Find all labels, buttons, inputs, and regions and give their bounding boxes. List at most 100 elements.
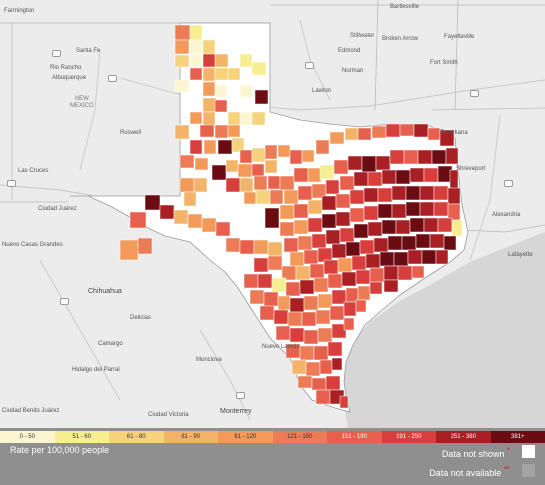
county-shape[interactable]: [397, 265, 413, 281]
county-shape[interactable]: [321, 195, 337, 211]
county-shape[interactable]: [277, 295, 291, 311]
county-shape[interactable]: [264, 159, 278, 174]
county-shape[interactable]: [419, 185, 435, 201]
county-shape[interactable]: [353, 223, 369, 239]
county-shape[interactable]: [327, 273, 343, 289]
county-shape[interactable]: [269, 189, 284, 205]
county-shape[interactable]: [202, 81, 216, 97]
county-shape[interactable]: [251, 111, 266, 126]
choropleth-map[interactable]: [0, 0, 545, 428]
county-shape[interactable]: [391, 185, 407, 201]
county-shape[interactable]: [231, 137, 245, 153]
county-shape[interactable]: [251, 61, 267, 76]
county-shape[interactable]: [307, 199, 323, 215]
county-shape[interactable]: [331, 323, 347, 339]
county-shape[interactable]: [243, 273, 259, 289]
county-shape[interactable]: [399, 123, 415, 137]
county-shape[interactable]: [189, 54, 203, 68]
county-shape[interactable]: [271, 277, 287, 293]
county-shape[interactable]: [433, 201, 449, 217]
county-shape[interactable]: [202, 53, 216, 68]
county-shape[interactable]: [387, 235, 403, 251]
county-shape[interactable]: [202, 97, 217, 113]
county-shape[interactable]: [239, 84, 253, 98]
county-shape[interactable]: [203, 139, 217, 155]
county-shape[interactable]: [319, 359, 333, 375]
county-shape[interactable]: [217, 139, 233, 155]
county-shape[interactable]: [201, 217, 217, 233]
county-shape[interactable]: [301, 311, 317, 327]
county-shape[interactable]: [329, 305, 345, 321]
county-shape[interactable]: [359, 239, 375, 255]
county-shape[interactable]: [415, 233, 431, 249]
county-shape[interactable]: [375, 155, 391, 171]
county-shape[interactable]: [174, 24, 191, 41]
county-shape[interactable]: [289, 327, 305, 343]
county-shape[interactable]: [239, 149, 253, 164]
county-shape[interactable]: [283, 237, 299, 253]
county-shape[interactable]: [347, 155, 363, 171]
county-shape[interactable]: [214, 84, 228, 98]
county-shape[interactable]: [179, 154, 195, 169]
county-shape[interactable]: [297, 375, 313, 389]
county-shape[interactable]: [369, 267, 385, 283]
county-shape[interactable]: [423, 167, 439, 183]
county-shape[interactable]: [443, 235, 457, 251]
county-shape[interactable]: [361, 155, 377, 173]
county-shape[interactable]: [225, 177, 241, 193]
county-shape[interactable]: [367, 221, 383, 237]
county-shape[interactable]: [417, 149, 433, 165]
county-shape[interactable]: [439, 129, 455, 147]
county-shape[interactable]: [189, 39, 203, 55]
county-shape[interactable]: [357, 285, 371, 301]
county-shape[interactable]: [291, 359, 307, 375]
county-shape[interactable]: [202, 67, 216, 82]
county-shape[interactable]: [239, 53, 253, 68]
county-shape[interactable]: [129, 211, 147, 229]
county-shape[interactable]: [389, 149, 405, 165]
county-shape[interactable]: [257, 273, 273, 289]
county-shape[interactable]: [427, 127, 441, 141]
county-shape[interactable]: [315, 389, 331, 405]
county-shape[interactable]: [335, 211, 351, 227]
county-shape[interactable]: [345, 241, 361, 257]
county-shape[interactable]: [179, 177, 195, 193]
county-shape[interactable]: [253, 175, 268, 191]
county-shape[interactable]: [293, 219, 309, 235]
county-shape[interactable]: [395, 219, 411, 235]
county-shape[interactable]: [325, 179, 340, 195]
county-shape[interactable]: [253, 257, 269, 273]
county-shape[interactable]: [174, 79, 190, 93]
county-shape[interactable]: [267, 175, 281, 190]
county-shape[interactable]: [293, 167, 309, 183]
county-shape[interactable]: [254, 89, 269, 105]
county-shape[interactable]: [273, 309, 289, 325]
county-shape[interactable]: [255, 189, 271, 205]
county-shape[interactable]: [249, 289, 265, 305]
county-shape[interactable]: [323, 259, 339, 275]
county-shape[interactable]: [329, 131, 345, 145]
county-shape[interactable]: [159, 204, 175, 220]
county-shape[interactable]: [293, 203, 309, 219]
county-shape[interactable]: [289, 251, 305, 267]
county-shape[interactable]: [411, 265, 425, 279]
county-shape[interactable]: [275, 325, 291, 341]
county-shape[interactable]: [344, 127, 359, 141]
county-shape[interactable]: [287, 311, 303, 327]
county-shape[interactable]: [174, 39, 190, 55]
county-shape[interactable]: [363, 187, 379, 203]
county-shape[interactable]: [433, 185, 449, 201]
county-shape[interactable]: [377, 187, 393, 203]
county-shape[interactable]: [279, 175, 295, 191]
county-shape[interactable]: [325, 375, 341, 391]
county-shape[interactable]: [295, 265, 311, 281]
county-shape[interactable]: [137, 237, 153, 255]
county-shape[interactable]: [237, 163, 253, 178]
county-shape[interactable]: [373, 237, 389, 253]
county-shape[interactable]: [381, 169, 397, 185]
county-shape[interactable]: [369, 281, 383, 295]
county-shape[interactable]: [239, 111, 253, 126]
county-shape[interactable]: [303, 295, 319, 311]
county-shape[interactable]: [367, 171, 383, 187]
county-shape[interactable]: [299, 279, 315, 295]
